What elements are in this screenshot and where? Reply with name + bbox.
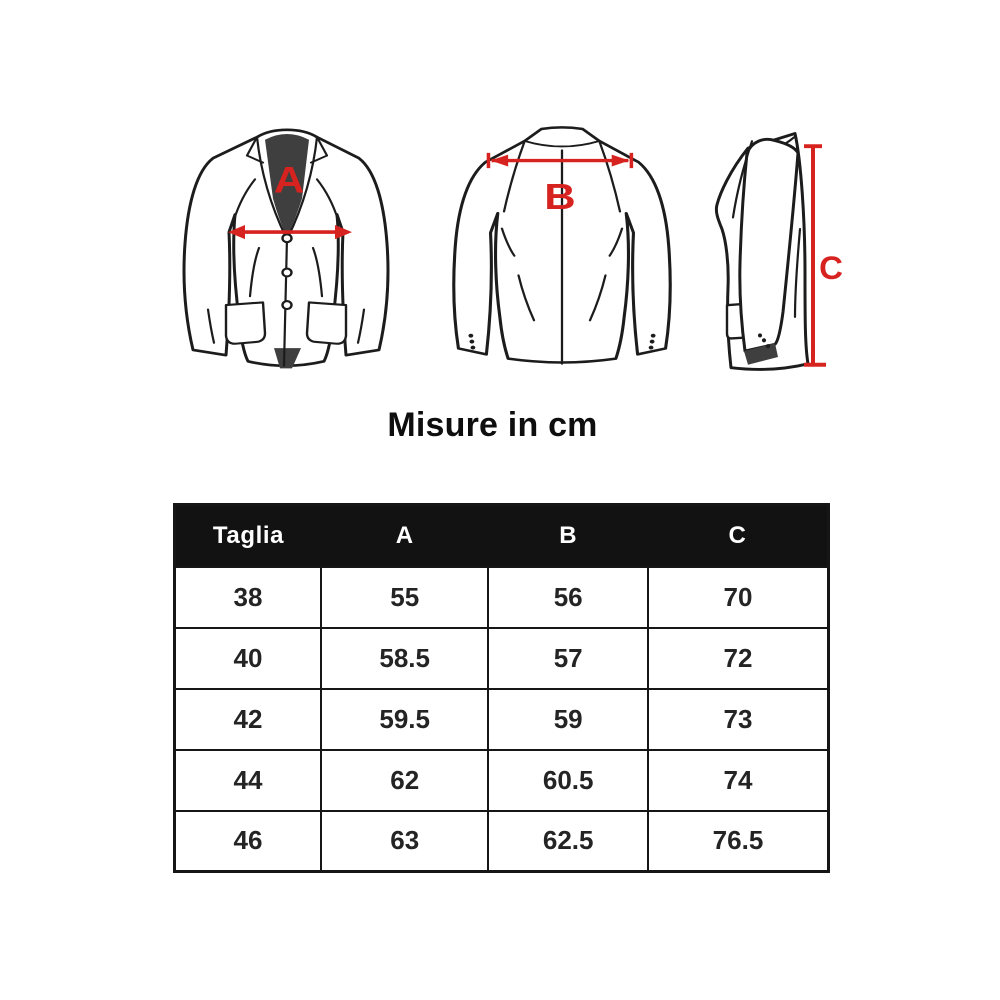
size-cell-c: 70: [646, 565, 830, 629]
size-cell-b: 60.5: [487, 748, 649, 812]
size-cell-a: 55: [319, 565, 490, 629]
cuff-buttons: [468, 333, 656, 350]
size-cell-taglia: 44: [173, 748, 322, 812]
size-cell-b: 57: [487, 626, 649, 690]
side-detail-lines: [731, 140, 802, 319]
size-cell-a: 59.5: [319, 687, 490, 751]
right-pocket: [305, 301, 348, 345]
size-cell-b: 56: [487, 565, 649, 629]
measurement-c-line: [804, 144, 826, 367]
size-table-row: 42 59.5 59 73: [173, 687, 830, 751]
size-cell-taglia: 40: [173, 626, 322, 690]
jacket-front-diagram: A: [182, 128, 390, 369]
size-cell-b: 59: [487, 687, 649, 751]
header-cell-b: B: [488, 504, 648, 567]
dark-cuff: [744, 343, 778, 365]
page-title: Misure in cm: [387, 406, 598, 444]
size-cell-a: 63: [319, 809, 490, 873]
jacket-back-art: B: [452, 126, 672, 365]
measurement-label-c: C: [819, 249, 843, 286]
size-table-header-row: Taglia A B C: [174, 504, 829, 567]
header-cell-c: C: [647, 504, 829, 567]
size-cell-taglia: 38: [173, 565, 322, 629]
side-cuff-buttons: [757, 333, 771, 349]
front-buttons: [281, 233, 293, 311]
side-sleeve: [738, 137, 800, 353]
seam-detail-lines: [206, 178, 366, 344]
measurement-b-arrow: [486, 152, 634, 169]
jacket-side-art: C: [714, 132, 843, 371]
size-cell-c: 72: [646, 626, 830, 690]
size-cell-c: 74: [646, 748, 830, 812]
size-cell-taglia: 42: [173, 687, 322, 751]
size-table-row: 44 62 60.5 74: [173, 748, 830, 812]
size-cell-taglia: 46: [173, 809, 322, 873]
size-table-row: 38 55 56 70: [173, 565, 830, 629]
size-table: Taglia A B C 38 55 56 70 40 58.5 57 72 4…: [173, 503, 830, 873]
size-cell-a: 62: [319, 748, 490, 812]
size-table-body: 38 55 56 70 40 58.5 57 72 42 59.5 59 73 …: [173, 565, 830, 873]
measurement-label-a: A: [274, 160, 304, 201]
hem-gap-shadow: [274, 348, 301, 369]
size-cell-c: 76.5: [646, 809, 830, 873]
size-cell-b: 62.5: [487, 809, 649, 873]
measurement-label-b: B: [544, 178, 575, 217]
jacket-side-diagram: C: [714, 132, 843, 371]
size-table-row: 46 63 62.5 76.5: [173, 809, 830, 873]
left-pocket: [224, 301, 267, 345]
size-cell-a: 58.5: [319, 626, 490, 690]
back-seam-lines: [500, 140, 624, 365]
header-cell-a: A: [320, 504, 489, 567]
size-table-row: 40 58.5 57 72: [173, 626, 830, 690]
header-cell-taglia: Taglia: [174, 504, 321, 567]
measurement-a-arrow: [228, 225, 352, 240]
jacket-back-diagram: B: [452, 126, 672, 365]
shirt-under-jacket: [265, 134, 309, 238]
size-cell-c: 73: [646, 687, 830, 751]
jacket-front-art: A: [182, 128, 390, 369]
